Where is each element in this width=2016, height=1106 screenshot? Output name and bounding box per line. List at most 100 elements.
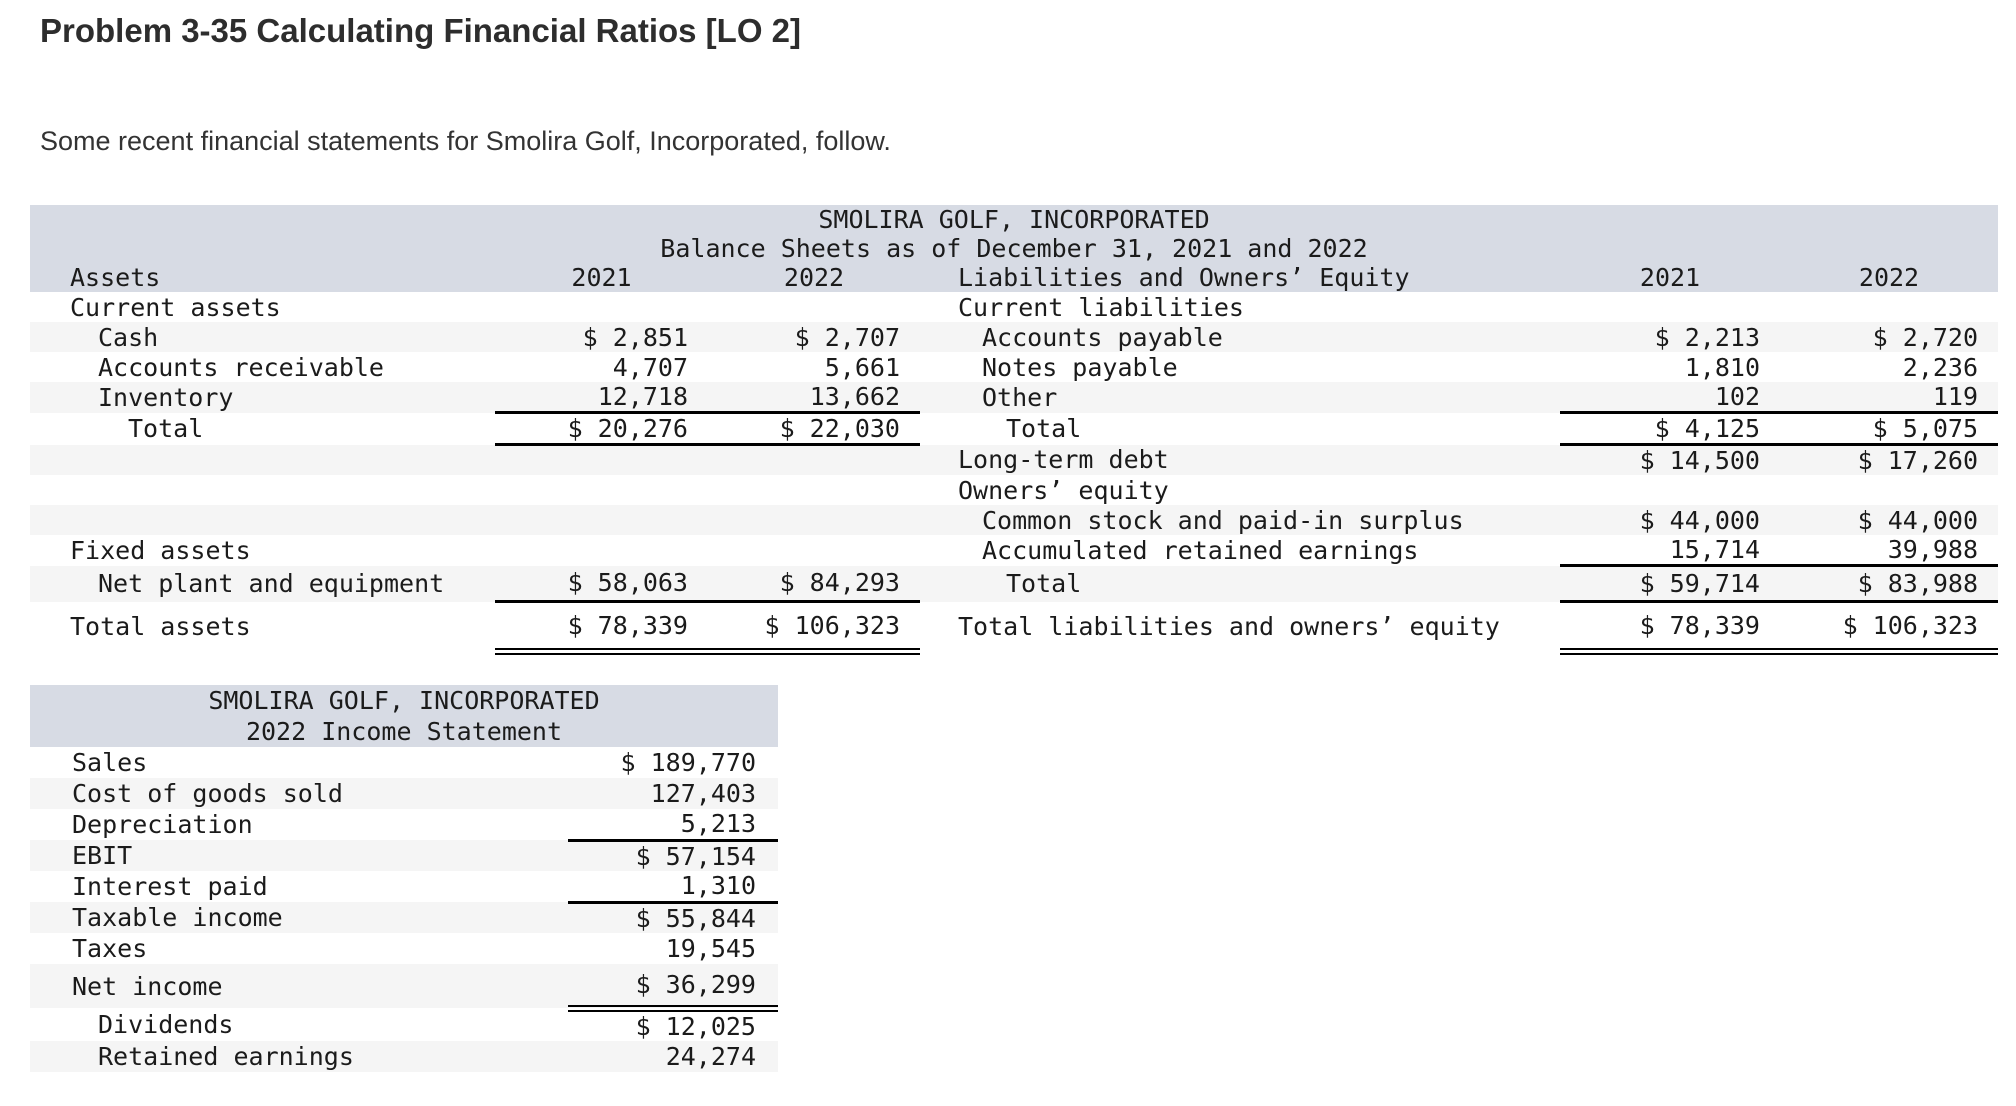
balance-sheet-row: Inventory 12,718 13,662 Other 102 119 xyxy=(30,382,1999,414)
liabilities-column-header: Liabilities and Owners’ Equity xyxy=(958,263,1410,292)
line-item-value: $ 57,154 xyxy=(635,841,756,871)
account-label: Total assets xyxy=(70,612,251,641)
balance-sheet-table: SMOLIRA GOLF, INCORPORATED Balance Sheet… xyxy=(30,205,1999,655)
value-2022: $ 84,293 xyxy=(708,565,920,603)
value-2021 xyxy=(495,475,708,505)
account-label: Accounts payable xyxy=(982,322,1223,352)
account-label: Net plant and equipment xyxy=(98,569,445,598)
year-header-2021-right: 2021 xyxy=(1639,263,1701,292)
balance-sheet-row: Fixed assets Accumulated retained earning… xyxy=(30,535,1999,567)
line-item-value: 19,545 xyxy=(665,934,756,963)
income-statement-row: Sales $ 189,770 xyxy=(30,747,778,778)
line-item-label: Net income xyxy=(72,971,223,1001)
value-2021: 4,707 xyxy=(612,352,688,382)
line-item-label: EBIT xyxy=(72,841,133,870)
value-2022: $ 106,323 xyxy=(1780,601,1999,655)
value-2022: 39,988 xyxy=(1780,535,1999,567)
value-2022: $ 2,720 xyxy=(1872,322,1979,352)
value-2021 xyxy=(495,505,708,535)
value-2022: 5,661 xyxy=(824,352,900,382)
account-label: Owners’ equity xyxy=(958,475,1169,505)
income-statement-row: Dividends $ 12,025 xyxy=(30,1008,778,1041)
account-label xyxy=(30,475,495,505)
account-label: Long-term debt xyxy=(958,445,1169,475)
value-2021: $ 59,714 xyxy=(1560,565,1780,603)
balance-sheet-body: Current assets Current liabilities Cash $ 2… xyxy=(30,292,1999,655)
value-2021: $ 58,063 xyxy=(495,565,708,603)
account-label: Accumulated retained earnings xyxy=(982,535,1419,565)
balance-sheet-row: Accounts receivable 4,707 5,661 Notes payab… xyxy=(30,352,1998,382)
balance-sheet-title-row: SMOLIRA GOLF, INCORPORATED xyxy=(30,205,1999,234)
value-2021 xyxy=(1560,475,1780,505)
value-2022: 119 xyxy=(1780,382,1999,414)
account-label: Fixed assets xyxy=(70,535,251,565)
value-2022: $ 17,260 xyxy=(1857,446,1979,475)
value-2022 xyxy=(708,475,920,505)
income-statement-row: Taxable income $ 55,844 xyxy=(30,902,778,933)
account-label: Accounts receivable xyxy=(98,352,384,382)
value-2022: $ 2,707 xyxy=(794,322,900,352)
line-item-label: Interest paid xyxy=(72,872,268,901)
account-label: Current liabilities xyxy=(958,292,1244,322)
value-2021 xyxy=(495,445,708,476)
balance-sheet-subtitle: Balance Sheets as of December 31, 2021 a… xyxy=(660,234,1368,263)
line-item-value: 1,310 xyxy=(568,871,778,904)
line-item-value: $ 189,770 xyxy=(620,748,756,777)
income-statement-subtitle-row: 2022 Income Statement xyxy=(30,716,778,747)
line-item-value: $ 12,025 xyxy=(635,1011,756,1041)
balance-sheet-row: Net plant and equipment $ 58,063 $ 84,293 T… xyxy=(30,565,1999,603)
value-2021: 15,714 xyxy=(1560,535,1780,567)
income-statement-row: Depreciation 5,213 xyxy=(30,809,778,842)
account-label: Total xyxy=(128,414,204,443)
income-statement-title-row: SMOLIRA GOLF, INCORPORATED xyxy=(30,685,778,716)
balance-sheet-row: Common stock and paid-in surplus $ 44,000… xyxy=(30,505,1999,535)
value-2022: $ 22,030 xyxy=(708,412,920,446)
balance-sheet-row: Owners’ equity xyxy=(30,475,1998,505)
line-item-label: Taxable income xyxy=(72,903,283,932)
account-label: Inventory xyxy=(98,382,234,412)
line-item-value: 5,213 xyxy=(568,809,778,842)
value-2022 xyxy=(1780,475,1998,505)
account-label xyxy=(30,505,495,535)
value-2022 xyxy=(708,505,920,535)
value-2021: $ 78,339 xyxy=(495,601,708,655)
value-2022 xyxy=(708,535,920,566)
line-item-value: $ 55,844 xyxy=(635,903,756,933)
year-header-2022-left: 2022 xyxy=(783,263,845,292)
line-item-value: 24,274 xyxy=(665,1041,756,1071)
income-statement-subtitle: 2022 Income Statement xyxy=(245,717,563,746)
line-item-label: Retained earnings xyxy=(98,1041,354,1071)
value-2021 xyxy=(495,535,708,566)
value-2021: $ 78,339 xyxy=(1560,601,1780,655)
line-item-label: Taxes xyxy=(72,934,148,963)
assets-column-header: Assets xyxy=(70,263,161,292)
balance-sheet-row: Total $ 20,276 $ 22,030 Total $ 4,125 $ 5,075 xyxy=(30,412,1999,446)
value-2021 xyxy=(495,292,708,322)
balance-sheet-row: Cash $ 2,851 $ 2,707 Accounts payable $ 2,21… xyxy=(30,322,1999,352)
balance-sheet-column-header-row: Assets 2021 2022 Liabilities and Owners’… xyxy=(30,263,1999,292)
value-2021: $ 14,500 xyxy=(1639,446,1760,475)
value-2021: 102 xyxy=(1560,382,1780,414)
value-2021: $ 20,276 xyxy=(495,412,708,446)
income-statement-body: Sales $ 189,770 Cost of goods sold 127,403 D… xyxy=(30,747,778,1072)
line-item-label: Depreciation xyxy=(72,810,253,839)
line-item-label: Sales xyxy=(72,748,148,777)
value-2021: $ 44,000 xyxy=(1639,505,1760,535)
account-label xyxy=(30,445,495,476)
value-2022: $ 83,988 xyxy=(1780,565,1999,603)
balance-sheet-title: SMOLIRA GOLF, INCORPORATED xyxy=(818,205,1210,234)
account-label: Total liabilities and owners’ equity xyxy=(958,612,1500,641)
line-item-value: 127,403 xyxy=(650,779,756,808)
value-2022: 2,236 xyxy=(1902,352,1979,382)
income-statement-title: SMOLIRA GOLF, INCORPORATED xyxy=(208,686,600,715)
value-2022: $ 44,000 xyxy=(1857,505,1979,535)
value-2022: $ 5,075 xyxy=(1780,412,1999,446)
page-title: Problem 3-35 Calculating Financial Ratio… xyxy=(40,12,801,49)
account-label: Notes payable xyxy=(982,352,1178,382)
value-2022 xyxy=(708,292,920,322)
intro-text: Some recent financial statements for Smo… xyxy=(40,126,891,156)
year-header-2022-right: 2022 xyxy=(1858,263,1920,292)
balance-sheet-row: Current assets Current liabilities xyxy=(30,292,1998,322)
value-2021: 1,810 xyxy=(1684,352,1760,382)
value-2021 xyxy=(1560,292,1780,322)
